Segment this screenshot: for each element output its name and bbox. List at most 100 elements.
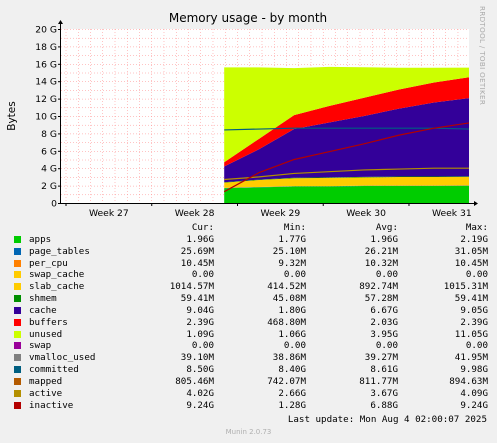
legend-min: 2.66G bbox=[278, 387, 306, 399]
y-tick-label: 18 G bbox=[35, 42, 57, 53]
legend-cur: 2.39G bbox=[186, 316, 214, 328]
legend-max: 9.05G bbox=[460, 304, 488, 316]
legend-avg: 892.74M bbox=[359, 281, 398, 293]
legend-avg: 6.67G bbox=[370, 304, 398, 316]
legend-max: 2.39G bbox=[460, 316, 488, 328]
legend-cur: 1014.57M bbox=[169, 281, 214, 293]
legend-entry: page_tables bbox=[10, 246, 122, 258]
legend-avg: 57.28M bbox=[364, 293, 398, 305]
legend-header-cur: Cur: bbox=[191, 222, 214, 233]
legend-swatch bbox=[14, 318, 21, 326]
legend-header-max: Max: bbox=[465, 222, 488, 233]
legend-avg: 39.27M bbox=[364, 352, 398, 364]
legend-max: 10.45M bbox=[454, 257, 488, 269]
area-page-tables bbox=[224, 185, 469, 189]
legend-max: 9.24G bbox=[460, 399, 488, 411]
legend-avg: 1.96G bbox=[370, 233, 398, 245]
legend-swatch bbox=[14, 235, 21, 243]
legend-avg: 0.00 bbox=[375, 340, 398, 352]
legend-label: shmem bbox=[29, 293, 57, 305]
legend-swatch bbox=[14, 377, 21, 385]
y-tick-label: 6 G bbox=[41, 146, 57, 157]
legend-cur: 9.04G bbox=[186, 304, 214, 316]
legend-cur: 8.50G bbox=[186, 364, 214, 376]
legend-label: cache bbox=[29, 304, 57, 316]
legend-row: buffers 2.39G 468.80M 2.03G 2.39G bbox=[10, 317, 488, 329]
area-shmem bbox=[224, 176, 469, 183]
legend-label: swap_cache bbox=[29, 269, 85, 281]
rrdtool-watermark: RRDTOOL / TOBI OETIKER bbox=[478, 6, 487, 106]
legend-table: Cur: Min: Avg: Max: apps 1.96G 1.77G 1.96G 2… bbox=[10, 222, 488, 412]
legend-cur: 1.96G bbox=[186, 233, 214, 245]
legend-label: swap bbox=[29, 340, 52, 352]
legend-row: apps 1.96G 1.77G 1.96G 2.19G bbox=[10, 234, 488, 246]
legend-header-row: Cur: Min: Avg: Max: bbox=[10, 222, 488, 234]
legend-label: mapped bbox=[29, 375, 63, 387]
legend-entry: shmem bbox=[10, 293, 122, 305]
area-slab-cache bbox=[224, 176, 469, 188]
y-axis-arrow bbox=[58, 20, 63, 24]
legend-header-min: Min: bbox=[283, 222, 306, 233]
legend-avg: 811.77M bbox=[359, 375, 398, 387]
line-series bbox=[223, 122, 470, 193]
line-inactive bbox=[223, 122, 470, 193]
legend-row: swap 0.00 0.00 0.00 0.00 bbox=[10, 340, 488, 352]
legend-min: 0.00 bbox=[283, 269, 306, 281]
legend-avg: 3.95G bbox=[370, 328, 398, 340]
y-tick-label: 12 G bbox=[35, 94, 57, 105]
legend-label: slab_cache bbox=[29, 281, 85, 293]
legend-avg: 6.88G bbox=[370, 399, 398, 411]
legend-cur: 10.45M bbox=[180, 257, 214, 269]
legend-max: 894.63M bbox=[449, 375, 488, 387]
legend-entry: mapped bbox=[10, 376, 122, 388]
legend-avg: 26.21M bbox=[364, 245, 398, 257]
legend-row: cache 9.04G 1.80G 6.67G 9.05G bbox=[10, 305, 488, 317]
legend-cur: 805.46M bbox=[175, 375, 214, 387]
legend-entry: cache bbox=[10, 305, 122, 317]
legend-avg: 0.00 bbox=[375, 269, 398, 281]
line-committed bbox=[224, 127, 470, 131]
legend-swatch bbox=[14, 271, 21, 279]
x-tick-label: Week 29 bbox=[260, 208, 300, 219]
y-tick-label: 10 G bbox=[35, 112, 57, 123]
legend-label: committed bbox=[29, 364, 79, 376]
memory-chart: Memory usage - by month Bytes 0 2 G 4 G 6 G… bbox=[6, 11, 478, 219]
legend-min: 9.32M bbox=[278, 257, 306, 269]
legend-swatch bbox=[14, 354, 21, 362]
legend-entry: vmalloc_used bbox=[10, 352, 122, 364]
area-buffers bbox=[224, 77, 469, 167]
x-tick-label: Week 30 bbox=[346, 208, 386, 219]
y-tick-label: 0 bbox=[51, 199, 57, 210]
legend-min: 1.06G bbox=[278, 328, 306, 340]
legend-swatch bbox=[14, 306, 21, 314]
legend-label: unused bbox=[29, 328, 63, 340]
area-cache bbox=[224, 98, 469, 183]
legend-avg: 10.32M bbox=[364, 257, 398, 269]
x-tick-label: Week 28 bbox=[175, 208, 215, 219]
legend-entry: apps bbox=[10, 234, 122, 246]
legend-cur: 1.09G bbox=[186, 328, 214, 340]
legend-label: vmalloc_used bbox=[29, 352, 96, 364]
legend-entry: unused bbox=[10, 329, 122, 341]
legend-row: unused 1.09G 1.06G 3.95G 11.05G bbox=[10, 329, 488, 341]
legend-swatch bbox=[14, 389, 21, 397]
legend-max: 2.19G bbox=[460, 233, 488, 245]
legend-row: vmalloc_used 39.10M 38.86M 39.27M 41.95M bbox=[10, 352, 488, 364]
legend-max: 9.98G bbox=[460, 364, 488, 376]
y-tick-label: 20 G bbox=[35, 25, 57, 36]
legend-swatch bbox=[14, 342, 21, 350]
legend-swatch bbox=[14, 401, 21, 409]
legend-row: per_cpu 10.45M 9.32M 10.32M 10.45M bbox=[10, 258, 488, 270]
legend-min: 25.10M bbox=[272, 245, 306, 257]
legend-min: 8.40G bbox=[278, 364, 306, 376]
legend-min: 1.77G bbox=[278, 233, 306, 245]
legend-min: 468.80M bbox=[267, 316, 306, 328]
legend-entry: buffers bbox=[10, 317, 122, 329]
legend-min: 45.08M bbox=[272, 293, 306, 305]
legend-avg: 8.61G bbox=[370, 364, 398, 376]
legend-cur: 25.69M bbox=[180, 245, 214, 257]
area-apps bbox=[224, 185, 469, 203]
last-update: Last update: Mon Aug 4 02:00:07 2025 bbox=[287, 414, 487, 425]
legend-entry: active bbox=[10, 388, 122, 400]
legend-row: mapped 805.46M 742.07M 811.77M 894.63M bbox=[10, 376, 488, 388]
